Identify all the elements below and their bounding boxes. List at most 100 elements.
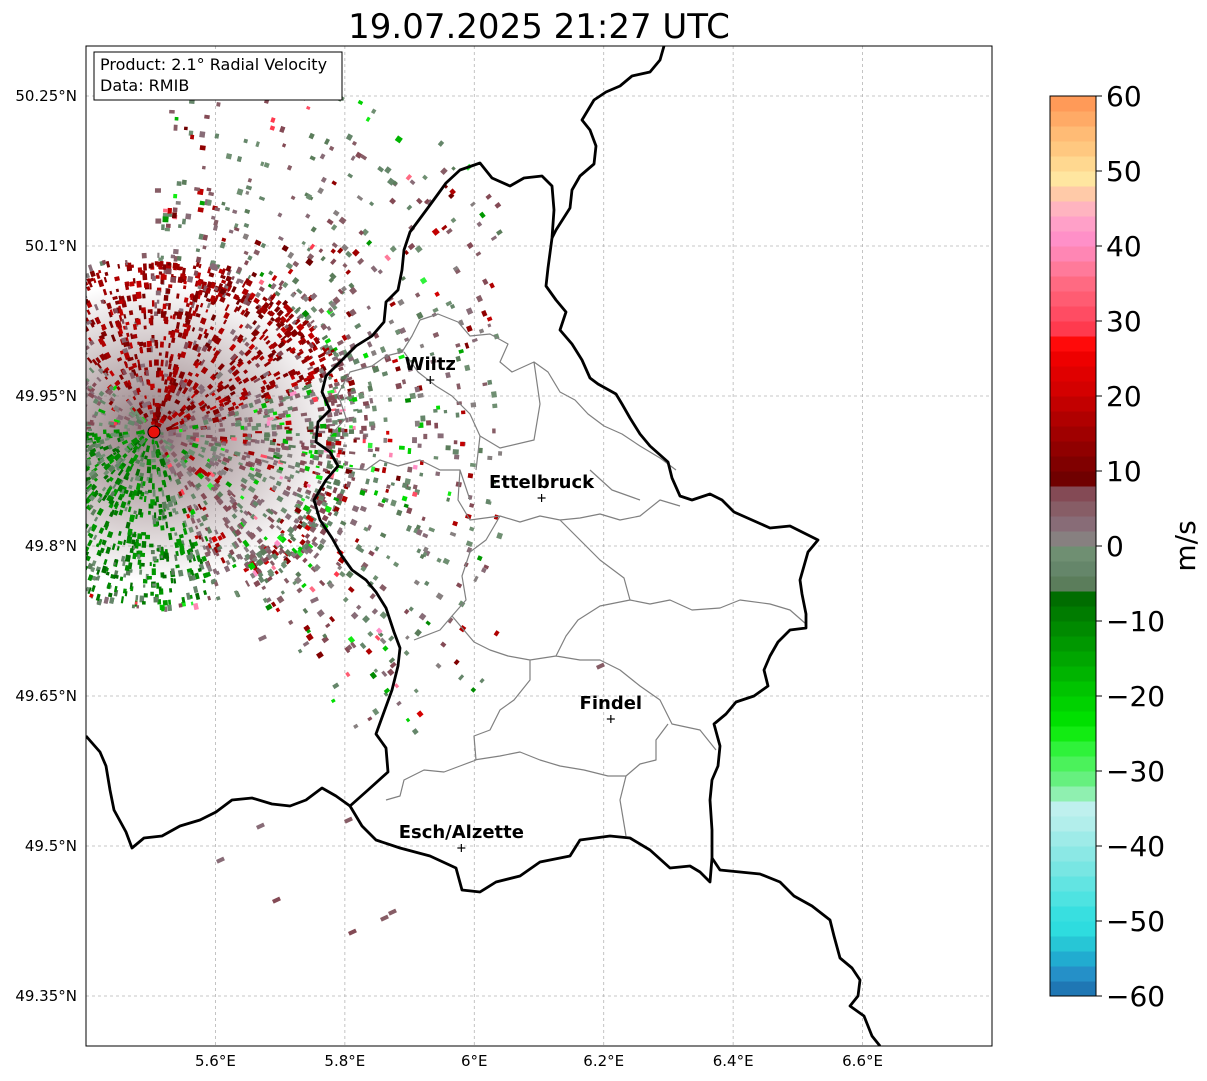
velocity-echo (282, 299, 289, 307)
velocity-echo (447, 491, 452, 497)
velocity-echo (77, 307, 84, 314)
velocity-echo (204, 440, 209, 446)
velocity-echo (228, 467, 234, 473)
velocity-echo (45, 479, 52, 484)
velocity-echo (407, 242, 416, 251)
velocity-echo (165, 521, 169, 529)
velocity-echo (71, 339, 77, 344)
velocity-echo (327, 352, 333, 357)
velocity-echo (78, 477, 82, 481)
velocity-echo (379, 637, 387, 645)
velocity-echo (169, 429, 177, 434)
velocity-echo (440, 167, 448, 175)
velocity-echo (1, 545, 7, 550)
velocity-echo (195, 437, 200, 442)
velocity-echo (368, 550, 375, 557)
colorbar-tick-label: 10 (1106, 455, 1142, 488)
velocity-echo (178, 371, 186, 380)
velocity-echo (313, 366, 321, 374)
velocity-echo (385, 488, 390, 494)
velocity-echo (43, 324, 48, 330)
velocity-echo (0, 424, 6, 428)
x-tick-label: 5.8°E (324, 1052, 365, 1070)
velocity-echo (329, 272, 337, 280)
velocity-echo (223, 319, 228, 325)
velocity-echo (189, 542, 196, 550)
velocity-echo (356, 604, 362, 610)
velocity-echo (309, 453, 315, 459)
y-tick-label: 50.1°N (25, 237, 77, 255)
velocity-echo (171, 426, 179, 431)
velocity-echo (0, 367, 5, 373)
velocity-echo (227, 406, 235, 412)
velocity-echo (195, 482, 202, 489)
velocity-echo (450, 217, 457, 224)
velocity-echo (20, 293, 26, 299)
velocity-echo (252, 320, 258, 326)
velocity-echo (328, 277, 334, 283)
velocity-echo (59, 434, 63, 439)
velocity-echo (61, 528, 65, 532)
velocity-echo (240, 425, 245, 430)
velocity-echo (240, 517, 248, 526)
velocity-echo (104, 388, 111, 395)
velocity-echo (306, 247, 312, 252)
velocity-echo (49, 459, 57, 466)
velocity-echo (164, 548, 168, 554)
velocity-echo (296, 493, 304, 499)
velocity-echo (177, 569, 184, 577)
velocity-echo (330, 258, 337, 265)
velocity-echo (171, 507, 177, 514)
velocity-echo (322, 350, 328, 356)
velocity-echo (97, 495, 103, 503)
velocity-echo (277, 212, 283, 218)
velocity-echo (161, 489, 165, 497)
velocity-echo (149, 543, 154, 548)
velocity-echo (183, 341, 190, 350)
velocity-echo (369, 201, 375, 207)
velocity-echo (149, 283, 152, 290)
velocity-echo (117, 496, 123, 501)
velocity-echo (64, 572, 70, 579)
velocity-echo (53, 485, 60, 491)
velocity-echo (15, 405, 20, 410)
velocity-echo (338, 350, 345, 357)
velocity-echo (414, 292, 421, 298)
velocity-echo (110, 469, 116, 475)
velocity-echo (3, 385, 10, 391)
velocity-echo (269, 560, 276, 566)
velocity-echo (156, 582, 160, 589)
velocity-echo (162, 439, 169, 445)
velocity-echo (65, 365, 70, 369)
velocity-echo (346, 644, 353, 651)
velocity-echo (497, 451, 503, 456)
velocity-echo (55, 276, 60, 281)
velocity-echo (160, 400, 167, 407)
velocity-echo (89, 270, 96, 278)
velocity-echo (492, 428, 496, 434)
velocity-echo (123, 415, 131, 422)
velocity-echo (124, 424, 128, 429)
velocity-echo (188, 386, 194, 393)
velocity-echo (373, 668, 379, 673)
velocity-echo (233, 306, 239, 313)
velocity-echo (118, 327, 124, 335)
velocity-echo (23, 524, 29, 530)
velocity-echo (86, 439, 93, 444)
velocity-echo (86, 285, 91, 292)
velocity-echo (180, 488, 185, 496)
velocity-echo (238, 324, 244, 329)
velocity-echo (192, 585, 199, 594)
velocity-echo (210, 357, 217, 364)
velocity-echo (275, 355, 283, 362)
velocity-echo (114, 501, 119, 508)
velocity-echo (7, 469, 14, 474)
velocity-echo (101, 486, 107, 492)
map-title: 19.07.2025 21:27 UTC (348, 7, 730, 47)
velocity-echo (132, 294, 138, 302)
colorbar-swatch (1050, 201, 1096, 217)
velocity-echo (88, 428, 93, 432)
velocity-echo (256, 558, 264, 567)
